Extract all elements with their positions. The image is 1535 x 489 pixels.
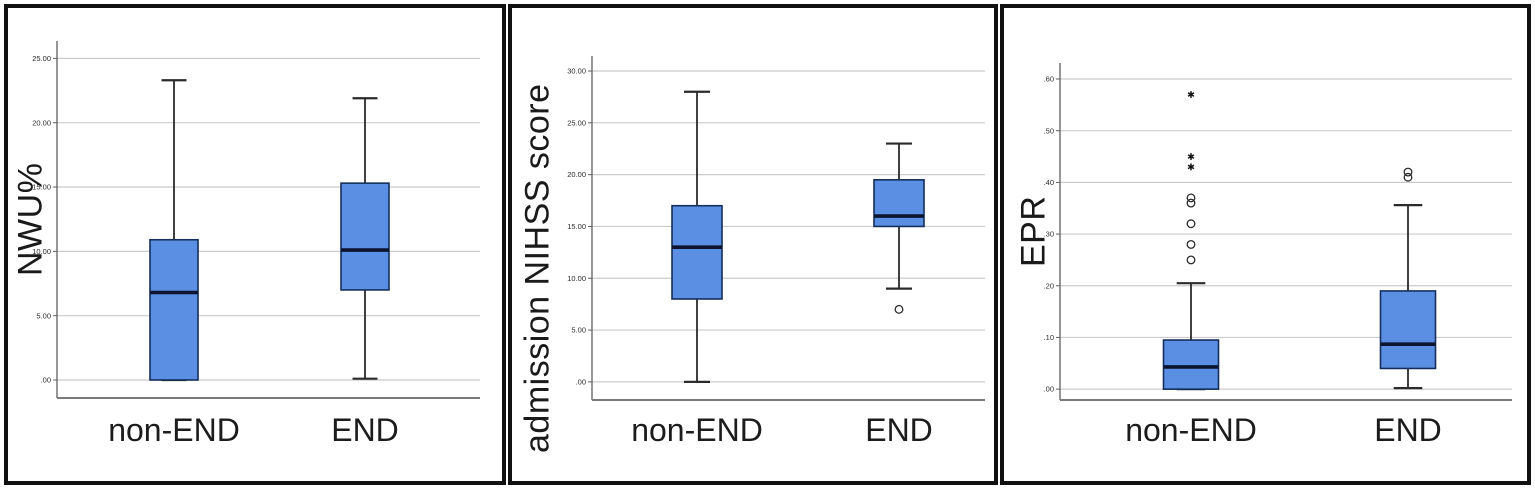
category-label-non-end: non-END [631,412,763,448]
outlier-circle [1186,198,1196,208]
tick-label: .30 [1044,230,1054,239]
box-rect [873,179,925,228]
tick-label: 25.00 [567,118,586,127]
outlier-circle [1186,255,1196,265]
box-rect [1379,290,1437,370]
tick-label: 20.00 [32,118,51,127]
outlier-circle [1403,172,1413,182]
tick-label: 5.00 [36,311,51,320]
panel-nihss: 30.00 25.00 20.00 15.00 10.00 5.00 .00 admissi… [508,4,998,485]
tick-label: .40 [1044,178,1054,187]
box-END [1379,167,1437,390]
tick-label: 10.00 [32,247,51,256]
tick-label: 30.00 [567,67,586,76]
box-rect [340,182,390,291]
tick-label: 20.00 [567,170,586,179]
box-rect [1162,339,1220,390]
box-END [340,97,390,380]
extreme-asterisk [1187,91,1195,98]
box-non-END [1162,91,1220,391]
tick-label: .10 [1044,333,1054,342]
boxplot-svg-nihss: 30.00 25.00 20.00 15.00 10.00 5.00 .00 [567,56,985,401]
tick-label: 5.00 [571,326,586,335]
y-axis-label-epr: EPR [1014,195,1053,268]
panel-nwu: 25.00 20.00 15.00 10.00 5.00 .00 NWU% non-END… [4,4,506,485]
tick-label: .00 [1044,385,1054,394]
category-label-end: END [865,412,933,448]
tick-label: 10.00 [567,274,586,283]
outlier-circle [1186,239,1196,249]
boxplot-svg-nwu: 25.00 20.00 15.00 10.00 5.00 .00 [32,41,480,399]
y-axis-label-nihss: admission NIHSS score [518,83,557,453]
extreme-asterisk [1187,153,1195,160]
panel-epr: .60 .50 .40 .30 .20 .10 .00 EPR non-END END [1000,4,1531,485]
outlier-circle [894,304,904,314]
outlier-circle [1186,219,1196,229]
tick-label: .20 [1044,281,1054,290]
extreme-asterisk [1187,163,1195,171]
box-END [873,142,925,314]
tick-label: .00 [41,376,51,385]
category-label-non-end: non-END [108,412,240,448]
tick-label: .60 [1044,75,1054,84]
outlier-circle [1186,193,1196,203]
category-label-end: END [331,412,399,448]
box-rect [671,204,723,300]
category-label-end: END [1374,412,1442,448]
boxplot-svg-epr: .60 .50 .40 .30 .20 .10 .00 [1044,63,1512,401]
category-label-non-end: non-END [1125,412,1257,448]
tick-label: 15.00 [32,183,51,192]
tick-label: .00 [576,377,586,386]
tick-label: 25.00 [32,54,51,63]
y-axis-label-nwu: NWU% [11,162,50,277]
tick-label: .50 [1044,126,1054,135]
box-non-END [671,90,723,383]
box-non-END [149,79,199,382]
box-rect [149,238,199,381]
tick-label: 15.00 [567,222,586,231]
outlier-circle [1403,167,1413,177]
